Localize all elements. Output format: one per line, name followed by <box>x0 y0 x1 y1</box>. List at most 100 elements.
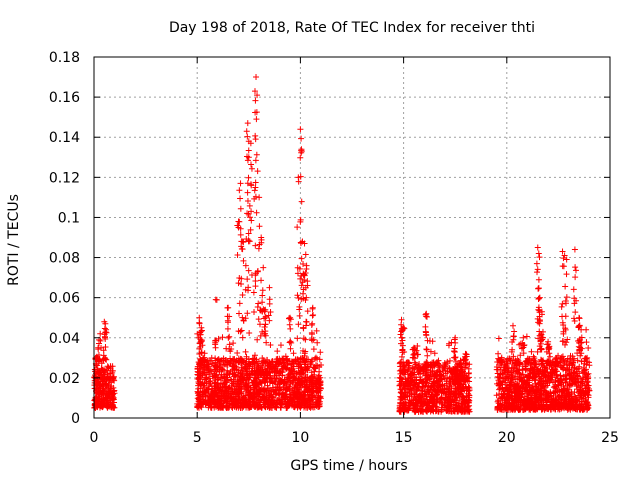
data-point <box>551 369 558 376</box>
data-point <box>404 367 411 374</box>
x-axis-label: GPS time / hours <box>290 458 407 474</box>
data-point <box>280 366 287 373</box>
data-point <box>269 368 276 375</box>
data-point <box>442 363 449 370</box>
data-point <box>454 360 461 367</box>
data-point <box>228 388 235 395</box>
data-point <box>536 379 543 386</box>
data-point <box>237 359 244 366</box>
data-point <box>247 214 254 221</box>
data-point <box>571 315 578 322</box>
data-point <box>215 396 222 403</box>
data-point <box>537 356 544 363</box>
data-point <box>515 406 522 413</box>
data-point <box>219 334 226 341</box>
data-point <box>244 180 251 187</box>
data-point <box>258 239 265 246</box>
data-point <box>304 308 311 315</box>
data-point <box>294 399 301 406</box>
x-tick-label: 5 <box>193 430 202 446</box>
data-point <box>306 400 313 407</box>
data-point <box>259 287 266 294</box>
data-point <box>538 331 545 338</box>
data-point <box>310 377 317 384</box>
data-point <box>300 367 307 374</box>
data-point <box>206 382 213 389</box>
data-point <box>243 383 250 390</box>
data-point <box>444 391 451 398</box>
data-point <box>244 365 251 372</box>
data-point <box>198 349 205 356</box>
data-point <box>563 271 570 278</box>
data-point <box>226 313 233 320</box>
data-point <box>422 311 429 318</box>
data-point <box>542 395 549 402</box>
data-point <box>245 284 252 291</box>
data-point <box>519 345 526 352</box>
data-point <box>578 326 585 333</box>
data-point <box>464 404 471 411</box>
data-point <box>409 369 416 376</box>
data-point <box>315 399 322 406</box>
chart-title: Day 198 of 2018, Rate Of TEC Index for r… <box>169 20 535 36</box>
data-point <box>524 396 531 403</box>
data-point <box>584 405 591 412</box>
y-tick-label: 0.14 <box>49 130 80 146</box>
data-point <box>423 346 430 353</box>
data-point <box>555 360 562 367</box>
data-point <box>247 226 254 233</box>
data-point <box>308 329 315 336</box>
data-point <box>105 402 112 409</box>
data-point <box>520 334 527 341</box>
data-point <box>446 395 453 402</box>
data-point <box>206 394 213 401</box>
data-point <box>560 356 567 363</box>
data-point <box>266 317 273 324</box>
data-point <box>557 355 564 362</box>
data-point <box>238 275 245 282</box>
data-point <box>207 390 214 397</box>
data-point <box>93 389 100 396</box>
data-point <box>235 328 242 335</box>
data-point <box>443 407 450 414</box>
data-point <box>406 360 413 367</box>
data-point <box>303 294 310 301</box>
data-point <box>510 368 517 375</box>
data-point <box>556 402 563 409</box>
data-point <box>458 407 465 414</box>
data-point <box>196 359 203 366</box>
data-point <box>571 318 578 325</box>
data-point <box>555 378 562 385</box>
data-point <box>213 369 220 376</box>
data-point <box>262 328 269 335</box>
data-point <box>244 189 251 196</box>
data-point <box>452 381 459 388</box>
data-point <box>511 405 518 412</box>
data-point <box>212 296 219 303</box>
data-point <box>242 315 249 322</box>
data-point <box>245 210 252 217</box>
data-point <box>256 223 263 230</box>
data-point <box>283 404 290 411</box>
data-point <box>439 406 446 413</box>
data-point <box>279 365 286 372</box>
data-point <box>428 406 435 413</box>
data-point <box>561 252 568 259</box>
data-point <box>547 406 554 413</box>
data-point <box>443 385 450 392</box>
data-point <box>221 374 228 381</box>
data-point <box>216 386 223 393</box>
x-tick-label: 0 <box>90 430 99 446</box>
data-point <box>196 345 203 352</box>
data-point <box>535 285 542 292</box>
data-point <box>564 358 570 365</box>
data-point <box>254 380 261 387</box>
x-tick-label: 20 <box>498 430 516 446</box>
data-point <box>500 375 507 382</box>
data-point <box>452 392 459 399</box>
data-point <box>543 399 550 406</box>
data-point <box>533 260 540 267</box>
data-point <box>216 364 223 371</box>
data-point <box>427 348 434 355</box>
data-point <box>254 336 261 343</box>
